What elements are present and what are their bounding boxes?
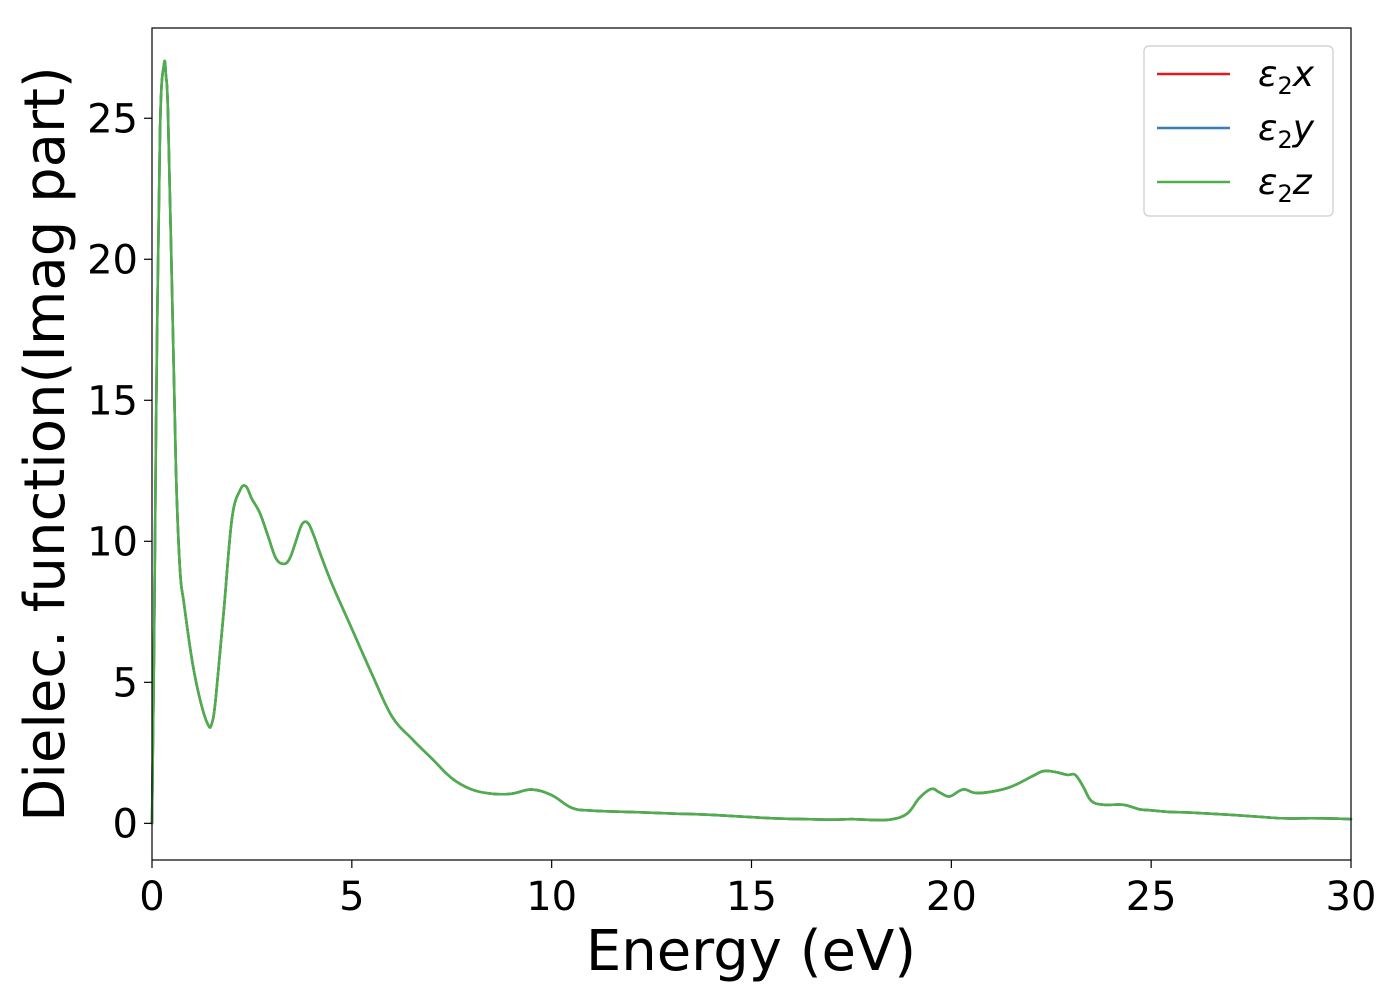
y-tick-label: 5 [113, 660, 138, 706]
legend-label-x: ε2x [1258, 54, 1315, 100]
y-tick-label: 15 [87, 378, 138, 424]
legend-box [1143, 45, 1334, 217]
y-tick-label: 0 [113, 801, 138, 847]
x-tick-label: 10 [526, 874, 577, 920]
y-tick-label: 25 [87, 96, 138, 142]
legend-label-z: ε2z [1258, 162, 1313, 208]
x-axis-ticks: 0 5 10 15 20 25 30 [139, 860, 1376, 920]
legend-label-y: ε2y [1258, 108, 1315, 154]
y-axis-ticks: 0 5 10 15 20 25 [87, 96, 152, 847]
x-axis-title: Energy (eV) [586, 919, 916, 984]
x-tick-label: 5 [339, 874, 364, 920]
x-tick-label: 30 [1326, 874, 1377, 920]
x-tick-label: 15 [726, 874, 777, 920]
series-line-z [150, 59, 1353, 825]
x-tick-label: 20 [926, 874, 977, 920]
y-axis-title: Dielec. function(Imag part) [13, 66, 78, 822]
y-tick-label: 10 [87, 519, 138, 565]
series-lines [150, 59, 1353, 825]
y-tick-label: 20 [87, 237, 138, 283]
legend: ε2x ε2y ε2z [1143, 45, 1334, 217]
legend-items: ε2x ε2y ε2z [1157, 54, 1315, 208]
x-tick-label: 25 [1126, 874, 1177, 920]
x-tick-label: 0 [139, 874, 164, 920]
